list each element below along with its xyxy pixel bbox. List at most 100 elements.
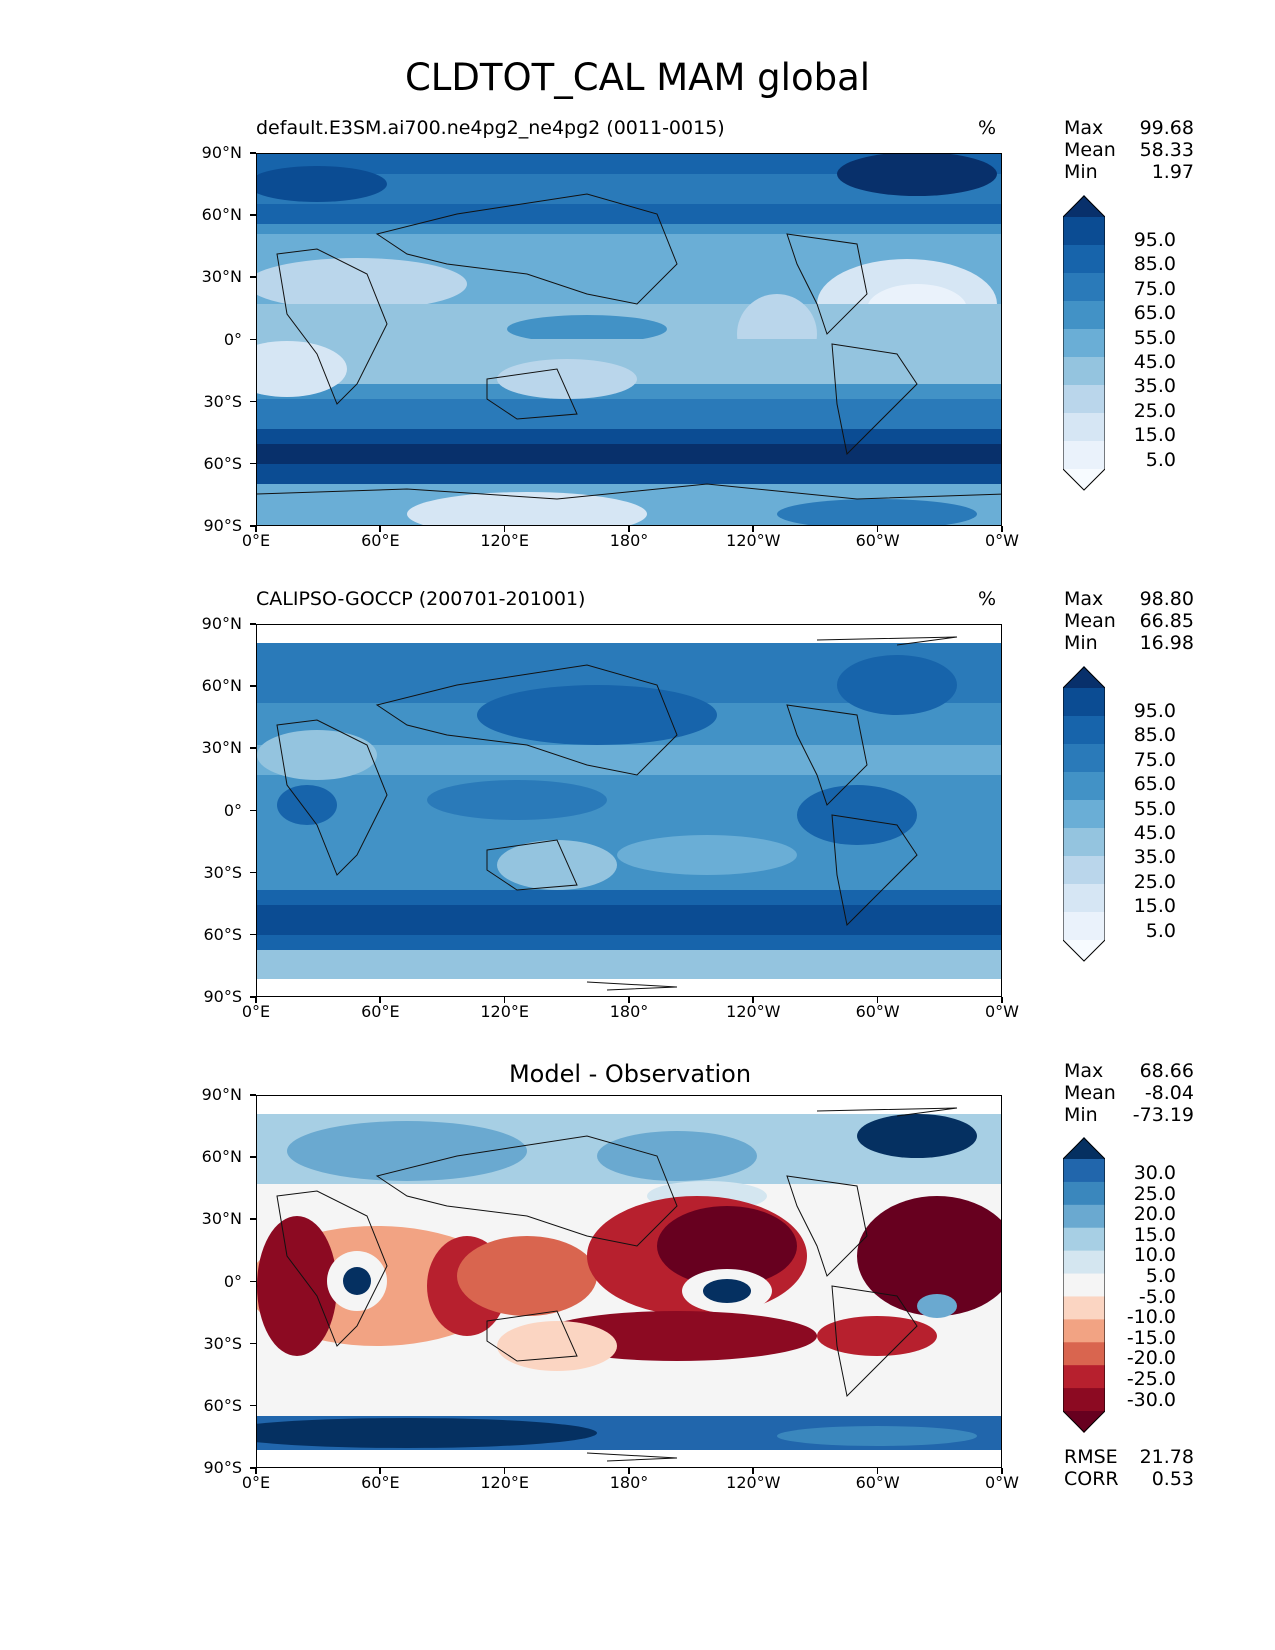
colorbar-tick-label: -5.0 [1138, 1285, 1176, 1308]
colorbar-tick-label: 5.0 [1145, 919, 1176, 942]
colorbar-difference [1063, 1137, 1105, 1433]
lat-tick-label: 30°S [203, 391, 242, 411]
colorbar-bin [1063, 800, 1105, 829]
lat-tick-mark [250, 1156, 256, 1158]
panel-units: % [978, 117, 997, 139]
lon-tick-label: 60°W [855, 1473, 900, 1492]
lon-tick-label: 0°W [985, 531, 1019, 550]
colorbar-bin [1063, 1273, 1105, 1297]
lon-tick-label: 0°E [241, 531, 271, 550]
lat-tick-mark [250, 400, 256, 403]
colorbar-tick-label: 15.0 [1133, 424, 1176, 447]
stats-box: Max 99.68 Mean 58.33 Min 1.97 [1064, 117, 1194, 183]
colorbar-bin [1063, 1388, 1105, 1412]
lon-tick-mark [379, 997, 381, 1003]
colorbar-extend-max [1063, 1137, 1105, 1159]
stat-mean-label: Mean [1064, 610, 1116, 632]
lon-tick-mark [1001, 997, 1003, 1003]
lat-tick-mark [250, 338, 256, 340]
colorbar-tick-label: 25.0 [1133, 399, 1176, 422]
lon-tick-mark [379, 526, 381, 532]
stat-max: 68.66 [1139, 1060, 1194, 1082]
lon-tick-mark [628, 1468, 630, 1474]
lon-tick-mark [876, 526, 879, 532]
lat-tick-label: 90°N [201, 1085, 242, 1104]
stat-max-label: Max [1064, 117, 1104, 139]
lat-tick-mark [250, 1342, 256, 1345]
colorbar-bin [1063, 1181, 1105, 1206]
colorbar-bin [1063, 688, 1105, 717]
lat-tick-mark [250, 1280, 256, 1282]
colorbar-bin [1063, 1365, 1105, 1389]
lat-tick-label: 60°S [203, 453, 242, 473]
colorbar-tick-label: 85.0 [1133, 724, 1176, 747]
lat-tick-mark [250, 276, 256, 278]
lat-tick-label: 90°N [201, 143, 242, 162]
colorbar-tick-label: 5.0 [1145, 1265, 1176, 1287]
stat-mean-label: Mean [1064, 1082, 1116, 1104]
stat-max: 99.68 [1139, 117, 1194, 139]
colorbar-bin [1063, 329, 1105, 358]
lat-tick-mark [250, 525, 256, 527]
rmse-label: RMSE [1064, 1446, 1118, 1468]
lat-tick-label: 90°N [201, 614, 242, 633]
lat-tick-mark [250, 871, 256, 874]
colorbar-extend-max [1063, 195, 1105, 217]
lon-tick-mark [876, 997, 879, 1003]
colorbar-tick-label: 75.0 [1133, 277, 1176, 300]
colorbar-tick-label: -20.0 [1126, 1347, 1176, 1370]
stat-min-label: Min [1064, 632, 1098, 654]
lat-tick-label: 0° [223, 1271, 242, 1291]
lon-tick-mark [503, 526, 506, 532]
stat-min: 1.97 [1151, 161, 1194, 183]
stat-min: -73.19 [1132, 1104, 1194, 1126]
lat-tick-mark [250, 462, 256, 465]
colorbar-outline [1063, 666, 1105, 962]
colorbar-tick-label: 45.0 [1133, 822, 1176, 844]
lat-tick-mark [250, 1467, 256, 1469]
stat-min-label: Min [1064, 1104, 1098, 1126]
colorbar-tick-label: 25.0 [1133, 870, 1176, 893]
panel-title: default.E3SM.ai700.ne4pg2_ne4pg2 (0011-0… [256, 117, 725, 139]
colorbar-outline [1063, 195, 1105, 491]
colorbar-tick-label: 15.0 [1133, 895, 1176, 918]
colorbar-bin [1063, 1204, 1105, 1229]
colorbar-tick-label: 10.0 [1133, 1244, 1176, 1267]
lon-tick-label: 0°W [985, 1002, 1019, 1021]
lon-tick-label: 120°E [480, 1002, 529, 1021]
lat-tick-mark [250, 1094, 256, 1096]
lat-tick-label: 60°N [201, 205, 242, 225]
colorbar-bin [1063, 1342, 1105, 1366]
lon-tick-mark [628, 526, 630, 532]
lat-tick-mark [250, 809, 256, 811]
colorbar-bin [1063, 1250, 1105, 1275]
colorbar-bin [1063, 1319, 1105, 1343]
lat-tick-mark [250, 152, 256, 154]
colorbar-bin [1063, 441, 1105, 470]
lat-tick-label: 60°N [201, 676, 242, 696]
colorbar-bin [1063, 716, 1105, 745]
lat-tick-mark [250, 1218, 256, 1220]
colorbar-bin [1063, 884, 1105, 913]
colorbar-extend-min [1063, 940, 1105, 962]
colorbar-extend-min [1063, 469, 1105, 491]
lat-tick-label: 30°S [203, 1333, 242, 1353]
map-difference [256, 1095, 1002, 1468]
colorbar-bin [1063, 413, 1105, 442]
lat-tick-label: 30°N [201, 267, 242, 287]
lat-tick-label: 30°N [201, 1209, 242, 1229]
corr-label: CORR [1064, 1468, 1119, 1490]
colorbar-bin [1063, 1296, 1105, 1320]
lon-tick-mark [1001, 1468, 1003, 1474]
colorbar-bin [1063, 217, 1105, 246]
colorbar-tick-label: -30.0 [1126, 1388, 1176, 1411]
colorbar-tick-label: 55.0 [1133, 797, 1176, 820]
lon-tick-label: 0°E [241, 1473, 271, 1492]
metrics-box: RMSE 21.78 CORR 0.53 [1064, 1446, 1194, 1490]
stat-mean-label: Mean [1064, 139, 1116, 161]
rmse-value: 21.78 [1139, 1446, 1194, 1468]
colorbar-tick-label: 95.0 [1133, 229, 1176, 251]
lon-tick-label: 180° [609, 531, 649, 550]
lon-tick-label: 60°E [361, 531, 400, 550]
colorbar-tick-label: 55.0 [1133, 326, 1176, 349]
